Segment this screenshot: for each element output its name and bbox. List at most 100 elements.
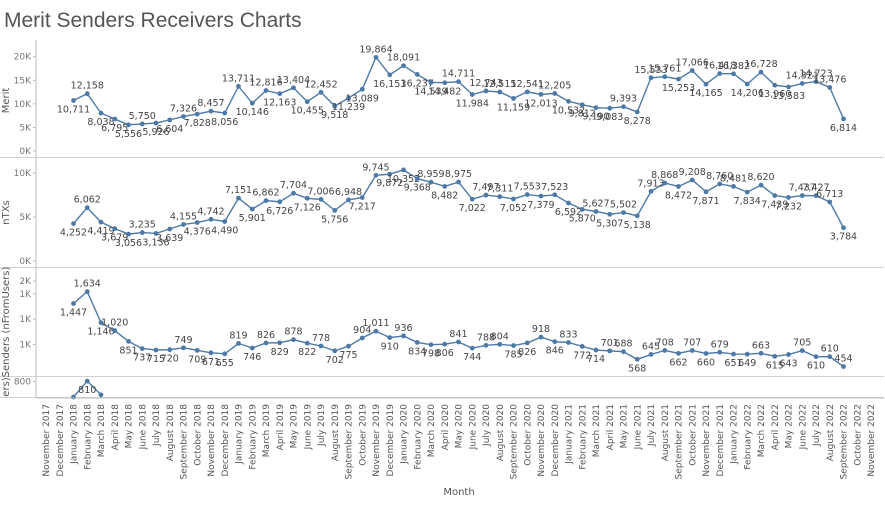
- data-point[interactable]: [332, 207, 338, 213]
- data-point[interactable]: [277, 199, 283, 205]
- data-point[interactable]: [291, 337, 296, 343]
- data-point[interactable]: [359, 195, 365, 200]
- data-point[interactable]: [373, 54, 379, 60]
- data-point[interactable]: [744, 351, 750, 357]
- data-point[interactable]: [98, 110, 104, 116]
- data-point[interactable]: [401, 167, 406, 173]
- data-point[interactable]: [511, 196, 516, 202]
- data-point[interactable]: [841, 225, 846, 231]
- data-point[interactable]: [552, 91, 558, 96]
- data-point[interactable]: [112, 116, 118, 122]
- data-point[interactable]: [98, 320, 104, 326]
- data-point[interactable]: [167, 226, 173, 232]
- data-point[interactable]: [194, 111, 200, 117]
- data-point[interactable]: [758, 69, 764, 75]
- data-point[interactable]: [758, 182, 764, 188]
- data-point[interactable]: [566, 98, 571, 104]
- data-point[interactable]: [662, 180, 668, 186]
- data-point[interactable]: [442, 183, 448, 189]
- data-point[interactable]: [841, 116, 846, 122]
- data-point[interactable]: [827, 354, 833, 360]
- data-point[interactable]: [648, 352, 654, 357]
- data-point[interactable]: [799, 81, 805, 86]
- data-point[interactable]: [98, 392, 104, 398]
- data-point[interactable]: [71, 394, 76, 400]
- data-point[interactable]: [428, 342, 434, 348]
- data-point[interactable]: [442, 341, 448, 347]
- data-point[interactable]: [236, 340, 241, 346]
- data-point[interactable]: [676, 76, 681, 82]
- data-point[interactable]: [799, 348, 805, 354]
- data-point[interactable]: [249, 100, 255, 106]
- data-point[interactable]: [373, 172, 379, 178]
- data-point[interactable]: [744, 189, 750, 195]
- data-point[interactable]: [359, 86, 365, 92]
- data-point[interactable]: [263, 198, 269, 204]
- data-point[interactable]: [607, 348, 613, 354]
- data-point[interactable]: [827, 85, 833, 90]
- data-point[interactable]: [621, 349, 626, 355]
- data-point[interactable]: [222, 110, 228, 116]
- data-point[interactable]: [786, 194, 791, 200]
- data-point[interactable]: [799, 193, 805, 198]
- data-point[interactable]: [566, 200, 571, 206]
- data-point[interactable]: [703, 189, 709, 195]
- data-point[interactable]: [758, 350, 764, 356]
- data-point[interactable]: [208, 350, 214, 356]
- data-point[interactable]: [318, 343, 324, 349]
- data-point[interactable]: [346, 343, 351, 349]
- data-point[interactable]: [827, 199, 833, 205]
- data-point[interactable]: [538, 193, 544, 199]
- data-point[interactable]: [731, 183, 736, 189]
- data-point[interactable]: [497, 89, 503, 95]
- data-point[interactable]: [304, 195, 310, 201]
- data-point[interactable]: [139, 346, 145, 351]
- data-point[interactable]: [676, 350, 681, 356]
- data-point[interactable]: [841, 364, 846, 369]
- data-point[interactable]: [84, 378, 90, 384]
- data-point[interactable]: [249, 206, 255, 212]
- data-point[interactable]: [277, 340, 283, 346]
- data-point[interactable]: [524, 192, 530, 197]
- data-point[interactable]: [291, 190, 296, 196]
- data-point[interactable]: [813, 79, 819, 84]
- data-point[interactable]: [786, 84, 791, 90]
- data-point[interactable]: [318, 196, 324, 202]
- data-point[interactable]: [538, 91, 544, 97]
- data-point[interactable]: [263, 88, 269, 93]
- data-point[interactable]: [167, 117, 173, 123]
- data-point[interactable]: [222, 351, 228, 357]
- data-point[interactable]: [593, 209, 599, 214]
- data-point[interactable]: [318, 89, 324, 95]
- data-point[interactable]: [71, 98, 76, 103]
- data-point[interactable]: [717, 181, 723, 187]
- data-point[interactable]: [483, 342, 489, 348]
- data-point[interactable]: [593, 105, 599, 111]
- data-point[interactable]: [456, 339, 461, 345]
- data-point[interactable]: [153, 231, 159, 236]
- data-point[interactable]: [511, 95, 516, 101]
- data-point[interactable]: [717, 71, 723, 77]
- data-point[interactable]: [813, 193, 819, 199]
- data-point[interactable]: [648, 75, 654, 81]
- data-point[interactable]: [786, 352, 791, 357]
- data-point[interactable]: [401, 63, 406, 69]
- data-point[interactable]: [414, 72, 420, 77]
- data-point[interactable]: [689, 348, 695, 353]
- data-point[interactable]: [428, 179, 434, 185]
- data-point[interactable]: [703, 351, 709, 356]
- data-point[interactable]: [662, 74, 668, 80]
- data-point[interactable]: [621, 104, 626, 110]
- data-point[interactable]: [222, 219, 228, 224]
- data-point[interactable]: [414, 340, 420, 345]
- data-point[interactable]: [676, 184, 681, 189]
- data-point[interactable]: [689, 68, 695, 73]
- data-point[interactable]: [208, 108, 214, 114]
- data-point[interactable]: [524, 340, 530, 346]
- data-point[interactable]: [346, 197, 351, 203]
- data-point[interactable]: [428, 80, 434, 85]
- data-point[interactable]: [483, 88, 489, 94]
- data-point[interactable]: [194, 347, 200, 353]
- data-point[interactable]: [236, 195, 241, 201]
- data-point[interactable]: [112, 328, 118, 334]
